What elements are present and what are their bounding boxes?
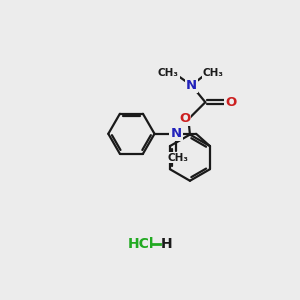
Text: O: O xyxy=(179,112,190,125)
Text: N: N xyxy=(186,79,197,92)
Text: HCl: HCl xyxy=(128,237,155,251)
Text: H: H xyxy=(160,237,172,251)
Text: CH₃: CH₃ xyxy=(158,68,179,78)
Text: N: N xyxy=(170,127,182,140)
Text: O: O xyxy=(225,96,236,109)
Text: CH₃: CH₃ xyxy=(167,153,188,163)
Text: CH₃: CH₃ xyxy=(202,68,224,78)
